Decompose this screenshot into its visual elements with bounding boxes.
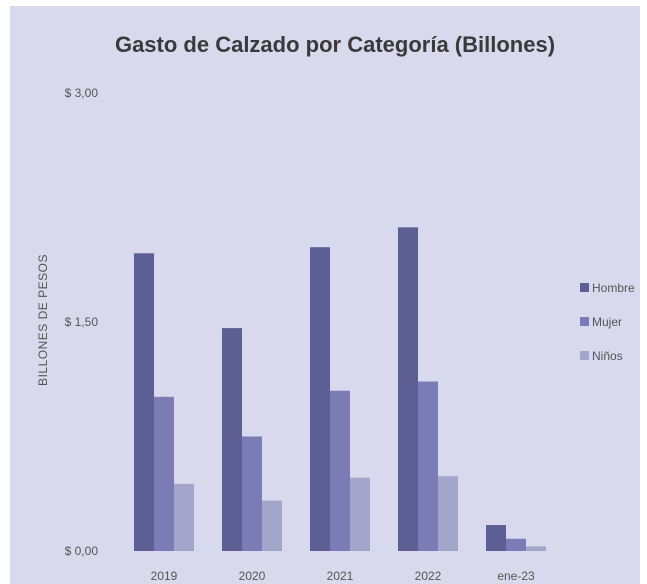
legend-label: Niños	[592, 349, 623, 363]
bar-hombre-ene-23	[486, 525, 506, 551]
legend-label: Mujer	[592, 315, 622, 329]
bar-ninos-2021	[350, 477, 370, 551]
y-tick-labels: $ 0,00 $ 1,50 $ 3,00	[65, 86, 99, 558]
bar-hombre-2020	[222, 328, 242, 551]
legend-swatch	[580, 317, 589, 326]
bar-mujer-2022	[418, 381, 438, 551]
legend-swatch	[580, 351, 589, 360]
legend-swatch	[580, 283, 589, 292]
x-tick-label: 2021	[327, 569, 354, 583]
bar-hombre-2019	[134, 253, 154, 552]
bar-mujer-2021	[330, 390, 350, 551]
bar-hombre-2021	[310, 247, 330, 551]
y-axis-label: BILLONES DE PESOS	[36, 254, 50, 386]
legend-label: Hombre	[592, 281, 635, 295]
y-tick-label: $ 3,00	[65, 86, 99, 100]
legend: Hombre Mujer Niños	[580, 281, 635, 363]
chart-title: Gasto de Calzado por Categoría (Billones…	[115, 32, 555, 57]
bar-ninos-2019	[174, 483, 194, 551]
x-tick-label: 2019	[151, 569, 178, 583]
bar-ninos-2020	[262, 500, 282, 551]
y-tick-label: $ 1,50	[65, 315, 99, 329]
bar-hombre-2022	[398, 227, 418, 551]
x-tick-label: ene-23	[497, 569, 535, 583]
bars	[134, 227, 546, 552]
y-tick-label: $ 0,00	[65, 544, 99, 558]
x-tick-label: 2022	[415, 569, 442, 583]
bar-mujer-2020	[242, 436, 262, 551]
x-tick-labels: 2019 2020 2021 2022 ene-23	[151, 569, 535, 583]
bar-mujer-ene-23	[506, 538, 526, 551]
bar-ninos-ene-23	[526, 546, 546, 551]
bar-mujer-2019	[154, 396, 174, 551]
x-tick-label: 2020	[239, 569, 266, 583]
bar-ninos-2022	[438, 476, 458, 551]
